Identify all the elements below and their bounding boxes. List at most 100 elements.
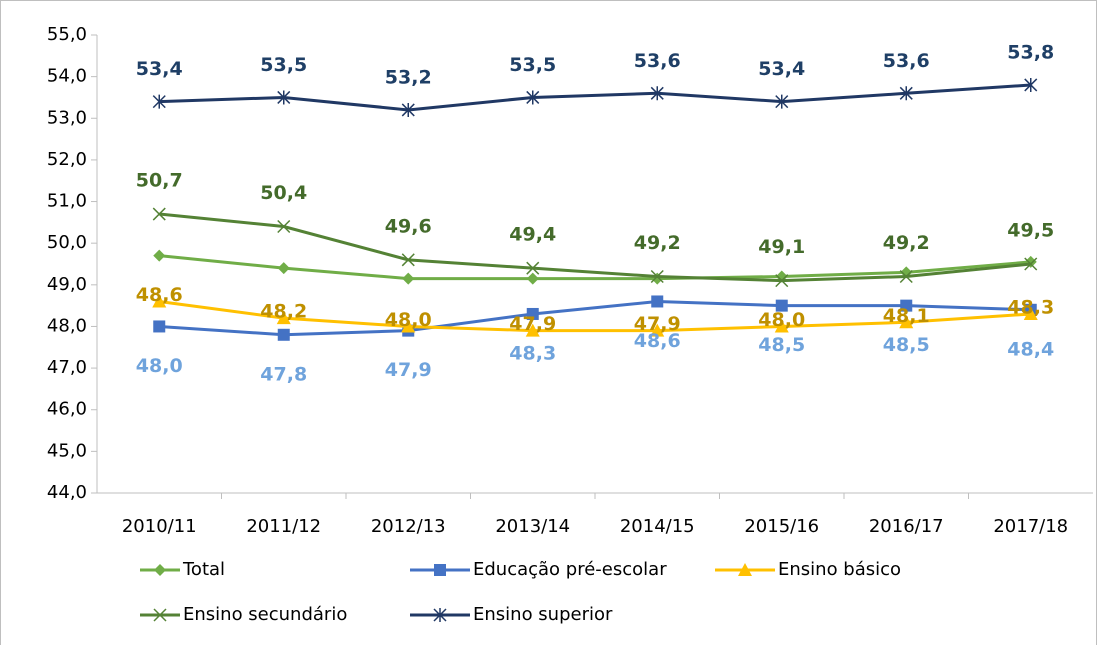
data-label: 48,1 — [883, 305, 930, 327]
data-label: 53,4 — [136, 58, 183, 80]
legend-label: Total — [182, 559, 225, 580]
marker — [277, 219, 291, 234]
data-label: 53,8 — [1007, 41, 1054, 63]
marker — [153, 249, 166, 262]
data-label: 47,8 — [260, 363, 307, 385]
marker — [899, 269, 913, 284]
marker — [152, 94, 166, 109]
x-tick-label: 2016/17 — [869, 516, 944, 537]
x-tick-label: 2015/16 — [744, 516, 819, 537]
data-label: 49,5 — [1007, 220, 1054, 242]
data-label: 48,0 — [385, 309, 432, 331]
marker — [1023, 306, 1038, 320]
marker — [526, 261, 540, 275]
marker — [525, 323, 540, 337]
marker — [153, 608, 167, 622]
marker — [899, 315, 914, 329]
marker — [277, 328, 290, 341]
marker — [899, 86, 913, 101]
marker — [1024, 257, 1038, 271]
series-line — [159, 254, 1031, 281]
marker — [401, 102, 415, 117]
data-label: 48,3 — [1007, 296, 1054, 318]
data-label: 48,5 — [883, 334, 930, 356]
series-line — [159, 83, 1031, 112]
marker — [526, 272, 539, 285]
marker — [153, 320, 166, 333]
marker — [277, 262, 290, 275]
data-label: 48,2 — [260, 301, 307, 323]
x-tick-label: 2013/14 — [495, 516, 570, 537]
legend-label: Ensino secundário — [183, 604, 347, 625]
marker — [1024, 77, 1038, 92]
marker — [433, 608, 447, 622]
x-tick-label: 2011/12 — [246, 516, 321, 537]
marker — [526, 307, 539, 320]
legend-label: Ensino básico — [778, 559, 901, 580]
marker — [651, 295, 664, 308]
data-label: 49,2 — [634, 232, 681, 254]
marker — [775, 299, 788, 312]
series-line — [159, 212, 1031, 283]
data-label: 53,2 — [385, 66, 432, 88]
x-tick-label: 2012/13 — [371, 516, 446, 537]
marker — [1024, 255, 1037, 268]
marker — [774, 319, 789, 333]
data-label: 53,5 — [509, 54, 556, 76]
x-tick-label: 2017/18 — [993, 516, 1068, 537]
marker — [434, 564, 446, 576]
y-tick-label: 53,0 — [47, 107, 87, 128]
data-label: 47,9 — [509, 313, 556, 335]
marker — [651, 272, 664, 285]
data-label: 48,6 — [136, 284, 183, 306]
marker — [152, 294, 167, 308]
data-label: 53,5 — [260, 54, 307, 76]
marker — [650, 86, 664, 101]
y-tick-label: 51,0 — [47, 191, 87, 212]
marker — [775, 274, 789, 288]
series-line — [159, 299, 1031, 333]
data-label: 49,6 — [385, 215, 432, 237]
x-tick-label: 2010/11 — [122, 516, 197, 537]
marker — [738, 563, 752, 576]
y-tick-label: 50,0 — [47, 232, 87, 253]
y-tick-label: 54,0 — [47, 66, 87, 87]
marker — [650, 323, 665, 337]
data-label: 53,6 — [634, 50, 681, 72]
data-label: 48,0 — [136, 355, 183, 377]
data-label: 48,0 — [758, 309, 805, 331]
y-tick-label: 55,0 — [47, 24, 87, 45]
marker — [775, 94, 789, 109]
data-label: 50,4 — [260, 182, 307, 204]
marker — [650, 269, 664, 284]
y-tick-label: 47,0 — [47, 357, 87, 378]
data-label: 50,7 — [136, 170, 183, 192]
data-label: 47,9 — [634, 313, 681, 335]
marker — [401, 319, 416, 333]
marker — [277, 90, 291, 105]
marker — [402, 272, 415, 285]
data-label: 47,9 — [385, 359, 432, 381]
marker — [276, 311, 291, 325]
data-label: 48,3 — [509, 342, 556, 364]
marker — [154, 564, 166, 576]
data-label: 53,6 — [883, 50, 930, 72]
series-line — [159, 299, 1031, 337]
data-label: 48,4 — [1007, 338, 1054, 360]
y-tick-label: 45,0 — [47, 440, 87, 461]
data-label: 48,5 — [758, 334, 805, 356]
data-label: 49,2 — [883, 232, 930, 254]
data-label: 48,6 — [634, 330, 681, 352]
data-label: 49,4 — [509, 224, 556, 246]
legend-label: Educação pré-escolar — [473, 559, 667, 580]
y-tick-label: 48,0 — [47, 315, 87, 336]
marker — [152, 207, 166, 221]
y-tick-label: 46,0 — [47, 399, 87, 420]
data-label: 53,4 — [758, 58, 805, 80]
marker — [401, 253, 415, 267]
y-tick-label: 52,0 — [47, 149, 87, 170]
legend-label: Ensino superior — [473, 604, 613, 625]
marker — [900, 299, 913, 312]
